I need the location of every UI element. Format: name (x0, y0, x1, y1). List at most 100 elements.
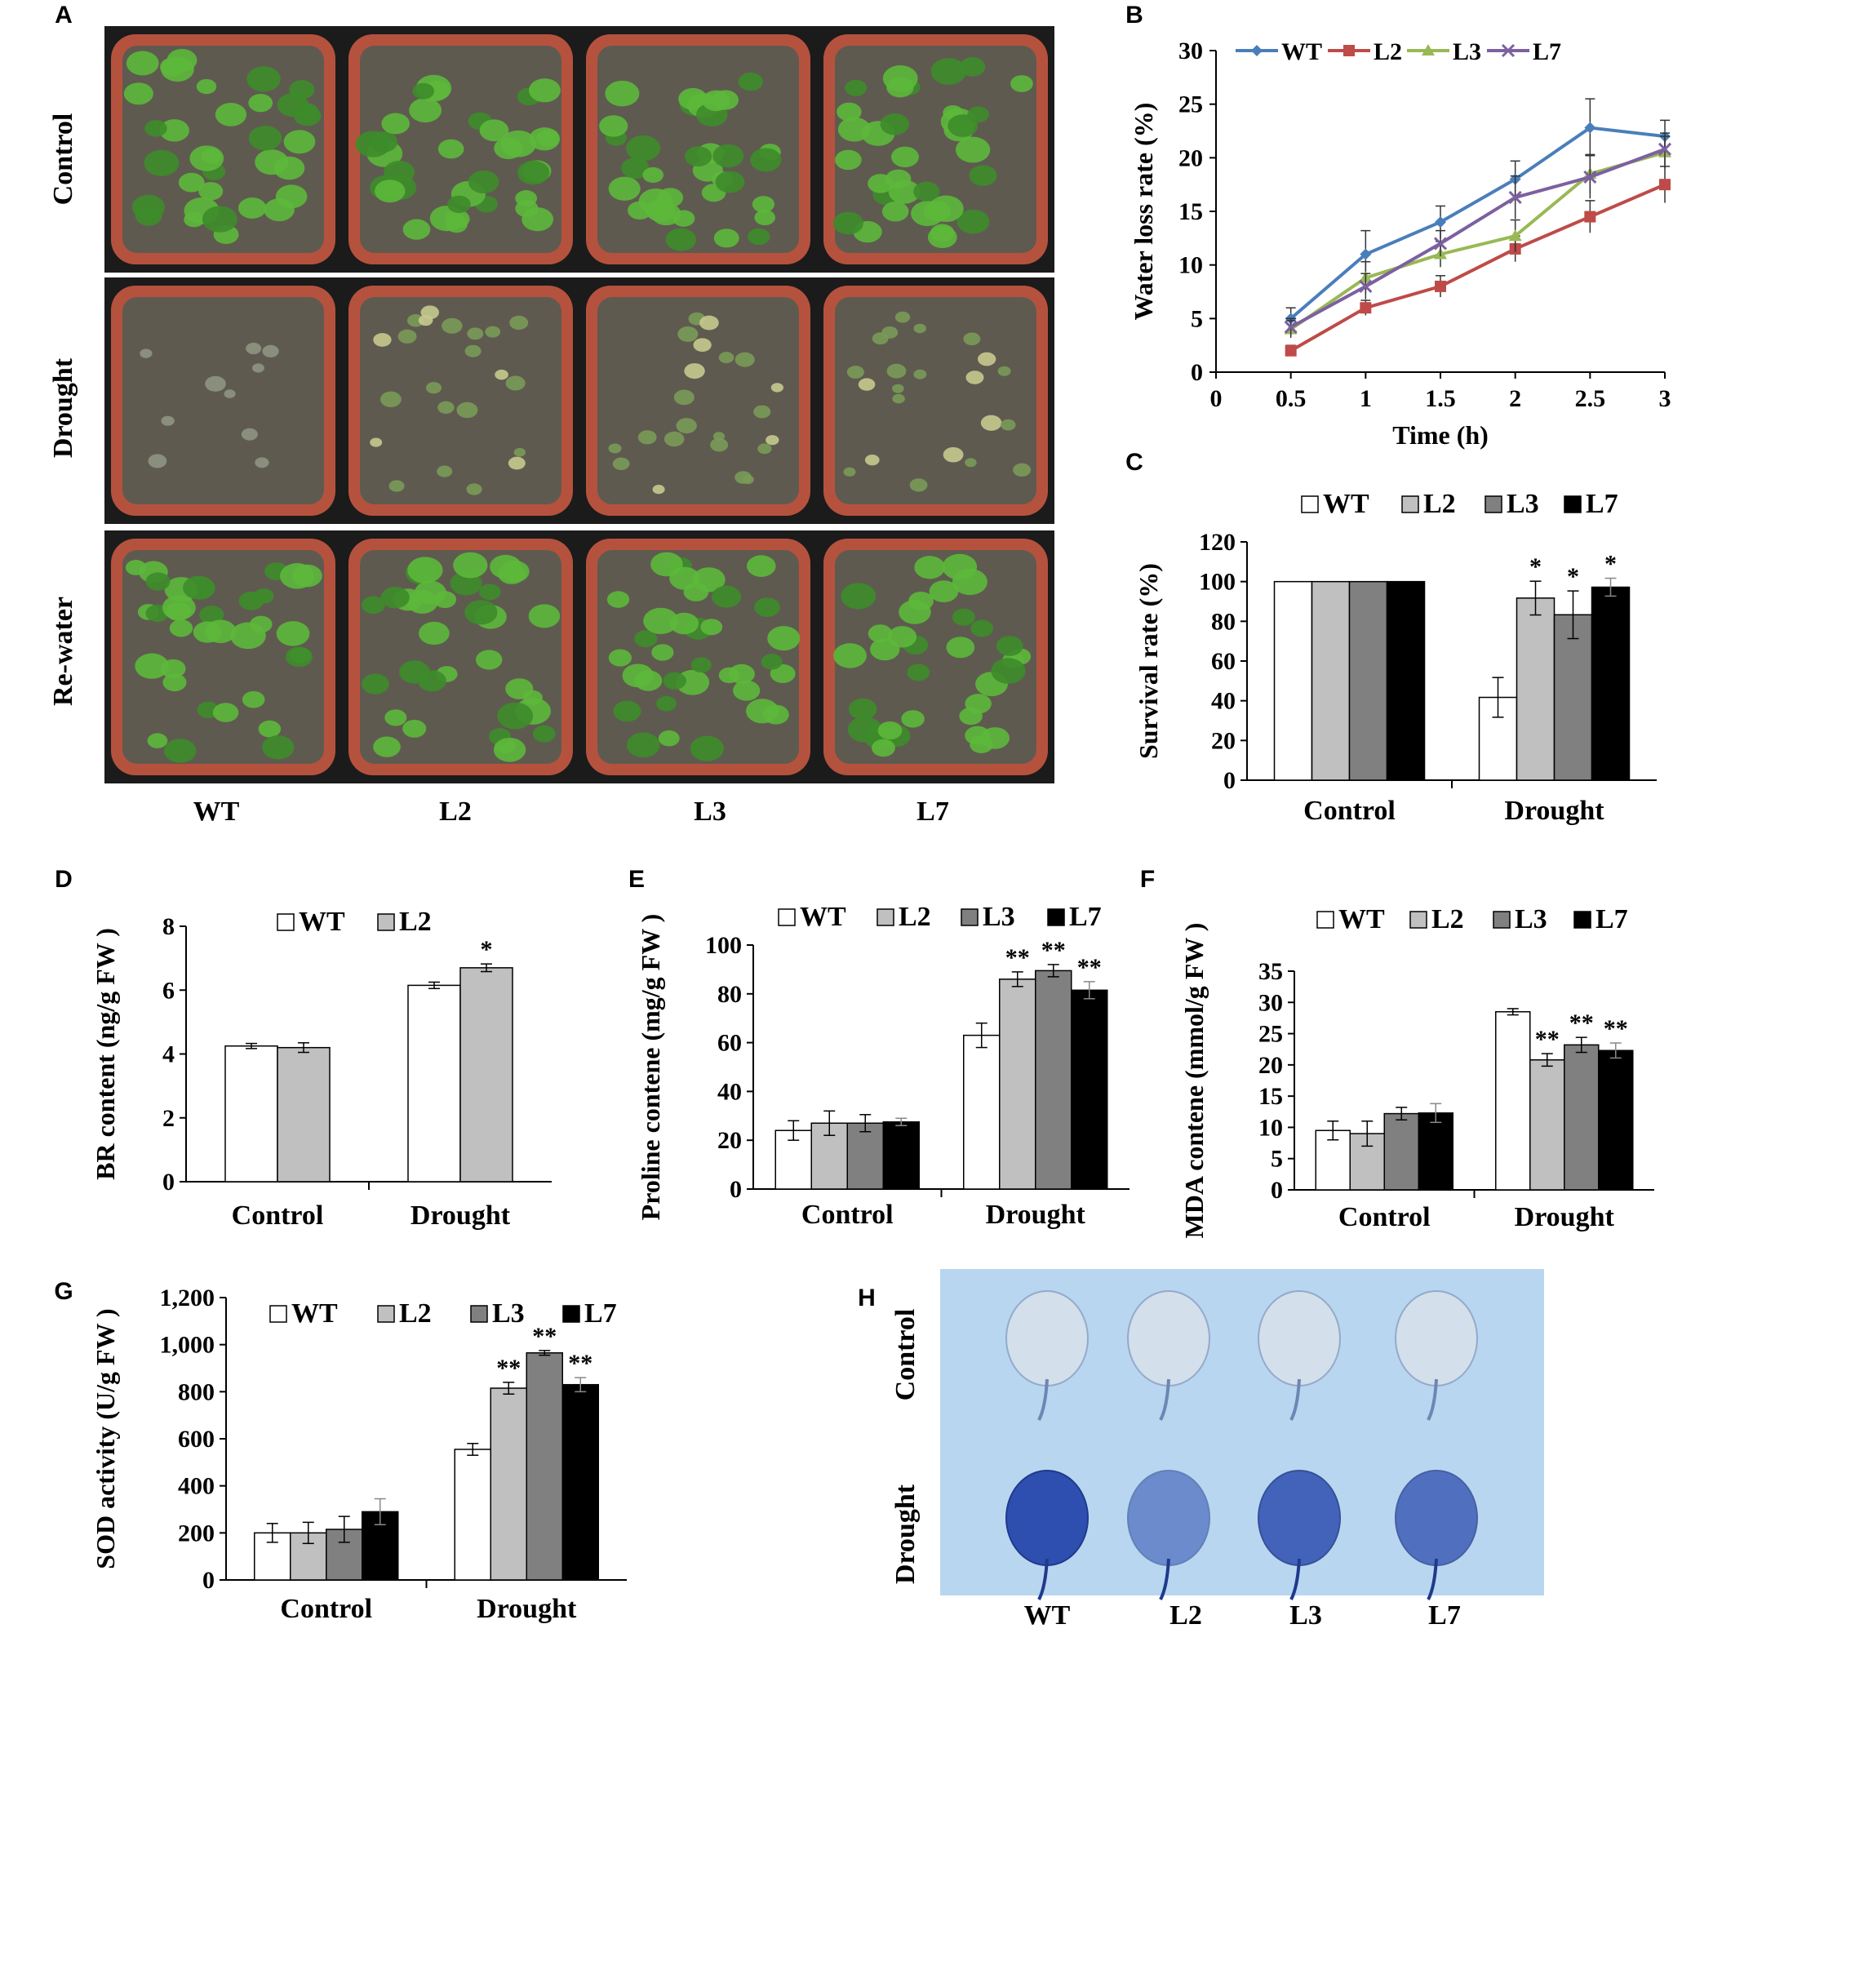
leaf (637, 430, 657, 445)
panel-letter-g: G (54, 1278, 73, 1305)
leaf (384, 709, 407, 726)
leaf (162, 595, 196, 620)
soil (597, 297, 799, 504)
leaf (529, 127, 561, 151)
leaf (909, 478, 928, 492)
legend-label: L2 (1423, 489, 1456, 519)
leaf (476, 650, 503, 670)
chart-e: E 0 20 40 60 80 100 Control Drought ** ** ** Proline… (628, 866, 1129, 1230)
y-tick-label: 25 (1178, 91, 1203, 118)
leaf (140, 348, 153, 358)
leaf (198, 182, 224, 201)
panel-letter-h: H (858, 1285, 876, 1311)
leaf (963, 332, 981, 346)
leaf (927, 226, 957, 249)
bar-L3 (1564, 1044, 1600, 1191)
legend-label: L3 (983, 902, 1015, 932)
legend-label: L7 (1586, 489, 1618, 519)
legend-label: L7 (1595, 904, 1628, 934)
leaf (135, 205, 162, 226)
leaf (643, 607, 679, 634)
leaf (126, 51, 159, 76)
leaf (952, 608, 975, 626)
panel-letter-d: D (55, 866, 73, 893)
data-point (1584, 122, 1596, 134)
leaf (362, 673, 389, 694)
series-line (1289, 147, 1666, 329)
significance-mark: ** (1535, 1026, 1560, 1053)
leaf (258, 720, 282, 738)
y-tick-label: 400 (178, 1473, 215, 1500)
panel-letter-c: C (1125, 449, 1143, 476)
leaf (841, 583, 877, 610)
legend-swatch-L2 (1401, 495, 1419, 513)
category-label: Drought (477, 1594, 577, 1624)
leaf (908, 591, 934, 611)
y-tick-label: 1,200 (160, 1285, 215, 1311)
legend-label: L3 (492, 1298, 525, 1329)
leaf (750, 148, 782, 172)
y-axis-label: SOD activity (U/g FW ) (91, 1308, 120, 1569)
leaf (402, 219, 431, 240)
bar-L3 (1348, 580, 1388, 781)
leaf (907, 663, 930, 681)
leaf (409, 98, 442, 123)
chart-b: B 0 5 10 15 20 25 30 0 0.5 1 1.5 2 2.5 3 Time (h) Water … (1125, 2, 1672, 450)
y-tick-label: 20 (1178, 144, 1203, 171)
leaf (735, 471, 752, 484)
leaf (881, 201, 909, 222)
leaf (880, 113, 910, 135)
leaf (445, 215, 468, 233)
series-L2 (1285, 166, 1671, 357)
leaf (370, 437, 383, 447)
leaf (1010, 75, 1033, 92)
leaf (943, 446, 964, 463)
category-label: Drought (1515, 1202, 1615, 1232)
leaf (718, 352, 735, 364)
leaf (702, 90, 730, 112)
leaf (650, 552, 683, 577)
leaf (626, 135, 661, 162)
y-tick-label: 30 (1258, 989, 1283, 1016)
chart-f: F 0 5 10 15 20 25 30 35 Control Drought ** ** ** MDA c… (1140, 866, 1654, 1238)
leaf (521, 207, 554, 232)
category-label: Drought (986, 1200, 1086, 1230)
bar-WT (224, 1045, 278, 1183)
leaf (248, 126, 282, 151)
legend-label: L2 (1374, 38, 1402, 65)
y-tick-label: 100 (705, 932, 742, 959)
y-tick-label: 60 (1211, 648, 1236, 675)
x-tick-label: 0 (1210, 385, 1223, 412)
data-point (1658, 142, 1672, 156)
x-axis-label: Time (h) (1392, 420, 1489, 450)
leaf (837, 102, 862, 122)
category-label: Drought (1504, 796, 1604, 826)
leaf (980, 727, 1010, 749)
legend-swatch-L2 (377, 913, 395, 931)
leaf (991, 658, 1026, 684)
leaf (246, 66, 281, 92)
data-point (1435, 216, 1446, 229)
leaf (189, 145, 224, 171)
leaf (923, 201, 951, 222)
y-tick-label: 0 (1271, 1177, 1283, 1204)
bar-L7 (882, 1121, 920, 1190)
leaf (914, 556, 945, 579)
panel-letter-e: E (628, 866, 645, 893)
stain-row-label: Control (890, 1309, 921, 1401)
bar-L2 (1311, 580, 1351, 781)
leaf (453, 552, 488, 579)
leaf (711, 585, 742, 608)
leaf (872, 739, 895, 757)
leaf (669, 612, 699, 635)
leaf (262, 735, 295, 760)
significance-mark: ** (1041, 937, 1066, 964)
leaf (833, 643, 867, 668)
leaf (748, 228, 770, 246)
bar-L3 (526, 1352, 563, 1581)
legend-swatch-L3 (1493, 911, 1511, 929)
category-label: Control (232, 1200, 324, 1231)
leaf-petiole (1037, 1558, 1049, 1600)
leaf (528, 78, 561, 103)
legend-swatch-L7 (1564, 495, 1582, 513)
